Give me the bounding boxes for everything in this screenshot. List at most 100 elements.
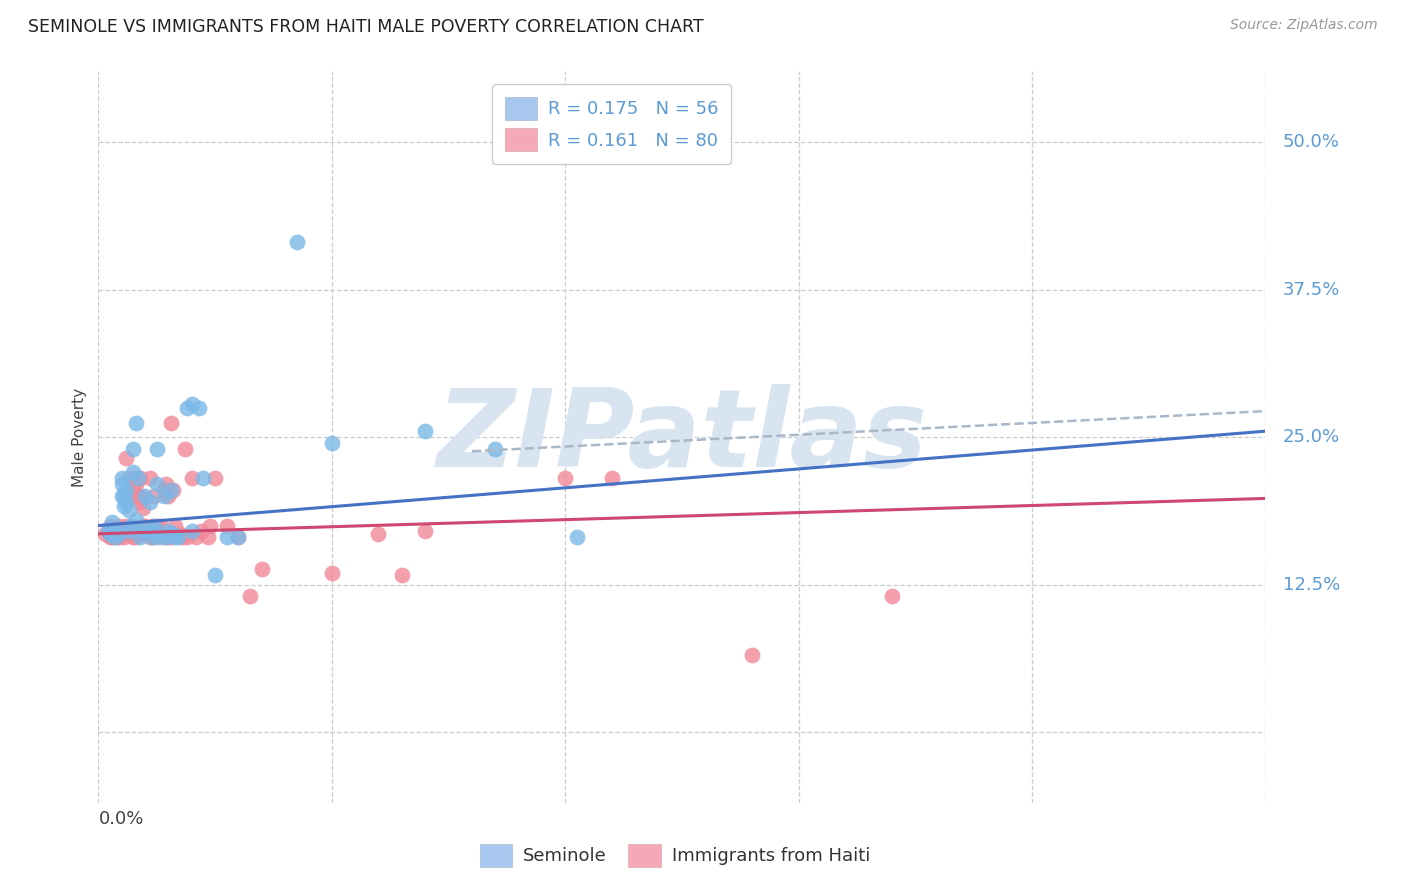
Point <box>125 416 148 430</box>
Point <box>180 524 202 539</box>
Point <box>600 471 623 485</box>
Text: Source: ZipAtlas.com: Source: ZipAtlas.com <box>1230 18 1378 32</box>
Point <box>139 524 162 539</box>
Point <box>104 530 127 544</box>
Point <box>115 518 138 533</box>
Point <box>101 530 124 544</box>
Point <box>101 526 124 541</box>
Point <box>97 524 120 539</box>
Point <box>111 477 134 491</box>
Point <box>129 489 152 503</box>
Point <box>159 416 181 430</box>
Y-axis label: Male Poverty: Male Poverty <box>72 387 87 487</box>
Point <box>98 530 121 544</box>
Point <box>200 518 222 533</box>
Point <box>125 530 148 544</box>
Point <box>118 526 141 541</box>
Point <box>115 495 138 509</box>
Point <box>152 530 174 544</box>
Point <box>159 526 181 541</box>
Point <box>143 524 166 539</box>
Point <box>97 524 120 539</box>
Point <box>101 515 124 529</box>
Point <box>127 471 149 485</box>
Point <box>176 401 198 415</box>
Point <box>152 483 174 498</box>
Point <box>115 451 138 466</box>
Point <box>111 524 134 539</box>
Point <box>215 518 238 533</box>
Point <box>741 648 763 663</box>
Point <box>880 590 903 604</box>
Point <box>554 471 576 485</box>
Point <box>162 526 184 541</box>
Point <box>120 489 142 503</box>
Point <box>413 524 436 539</box>
Text: 37.5%: 37.5% <box>1282 281 1340 299</box>
Point <box>146 518 169 533</box>
Point <box>204 471 226 485</box>
Point <box>159 530 181 544</box>
Point <box>162 483 184 498</box>
Point <box>186 530 208 544</box>
Point <box>141 518 163 533</box>
Point <box>157 524 180 539</box>
Point <box>111 526 134 541</box>
Point <box>250 562 273 576</box>
Point <box>143 518 166 533</box>
Point <box>125 477 148 491</box>
Point <box>120 518 142 533</box>
Text: 0.0%: 0.0% <box>98 810 143 828</box>
Point <box>122 471 145 485</box>
Text: 12.5%: 12.5% <box>1282 575 1340 593</box>
Point <box>187 401 209 415</box>
Point <box>321 566 343 580</box>
Point <box>111 471 134 485</box>
Point <box>157 530 180 544</box>
Point <box>155 530 177 544</box>
Point <box>484 442 506 456</box>
Point <box>112 530 135 544</box>
Point <box>98 522 121 536</box>
Point <box>98 526 121 541</box>
Point <box>391 568 413 582</box>
Point <box>129 495 152 509</box>
Point <box>134 526 156 541</box>
Point <box>139 530 162 544</box>
Point <box>115 483 138 498</box>
Point <box>104 526 127 541</box>
Point <box>127 524 149 539</box>
Point <box>367 526 389 541</box>
Point <box>155 477 177 491</box>
Point <box>112 489 135 503</box>
Point <box>98 524 121 539</box>
Point <box>118 503 141 517</box>
Text: 50.0%: 50.0% <box>1282 133 1340 151</box>
Point <box>118 471 141 485</box>
Point <box>165 518 187 533</box>
Point <box>122 442 145 456</box>
Point <box>139 524 162 539</box>
Point <box>139 495 162 509</box>
Point <box>146 524 169 539</box>
Point <box>141 530 163 544</box>
Point <box>129 471 152 485</box>
Point <box>285 235 308 250</box>
Point <box>228 530 250 544</box>
Point <box>321 436 343 450</box>
Point <box>98 518 121 533</box>
Point <box>111 489 134 503</box>
Text: 25.0%: 25.0% <box>1282 428 1340 446</box>
Point <box>112 499 135 513</box>
Point <box>239 590 262 604</box>
Point <box>141 530 163 544</box>
Point <box>136 526 159 541</box>
Point <box>157 489 180 503</box>
Point <box>132 500 155 515</box>
Legend: Seminole, Immigrants from Haiti: Seminole, Immigrants from Haiti <box>472 837 877 874</box>
Point <box>108 526 131 541</box>
Point <box>180 397 202 411</box>
Point <box>228 530 250 544</box>
Point <box>565 530 588 544</box>
Point <box>134 518 156 533</box>
